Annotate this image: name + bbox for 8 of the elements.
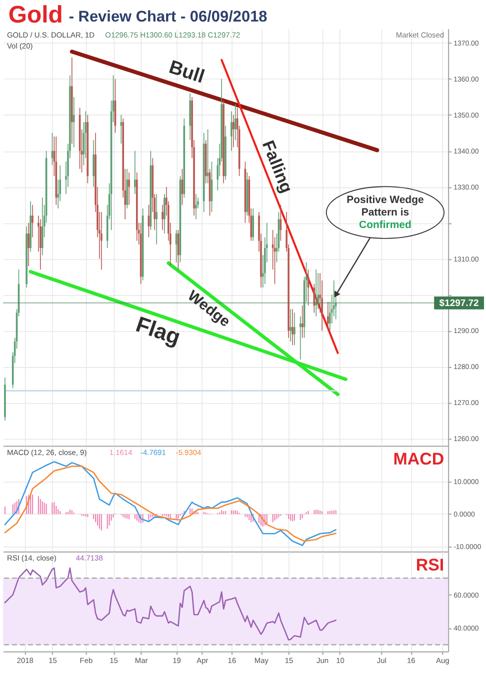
chart-title: Gold - Review Chart - 06/09/2018 (8, 2, 268, 29)
text: Bull (166, 56, 207, 88)
annotation: Positive Wedge Pattern is Confirmed (346, 195, 424, 231)
text: Falling (258, 138, 296, 196)
ref-line-label: $1297.72 (439, 298, 479, 309)
text: Flag (132, 311, 184, 350)
annotation: MACD (393, 450, 444, 469)
annotation: RSI (416, 556, 444, 575)
